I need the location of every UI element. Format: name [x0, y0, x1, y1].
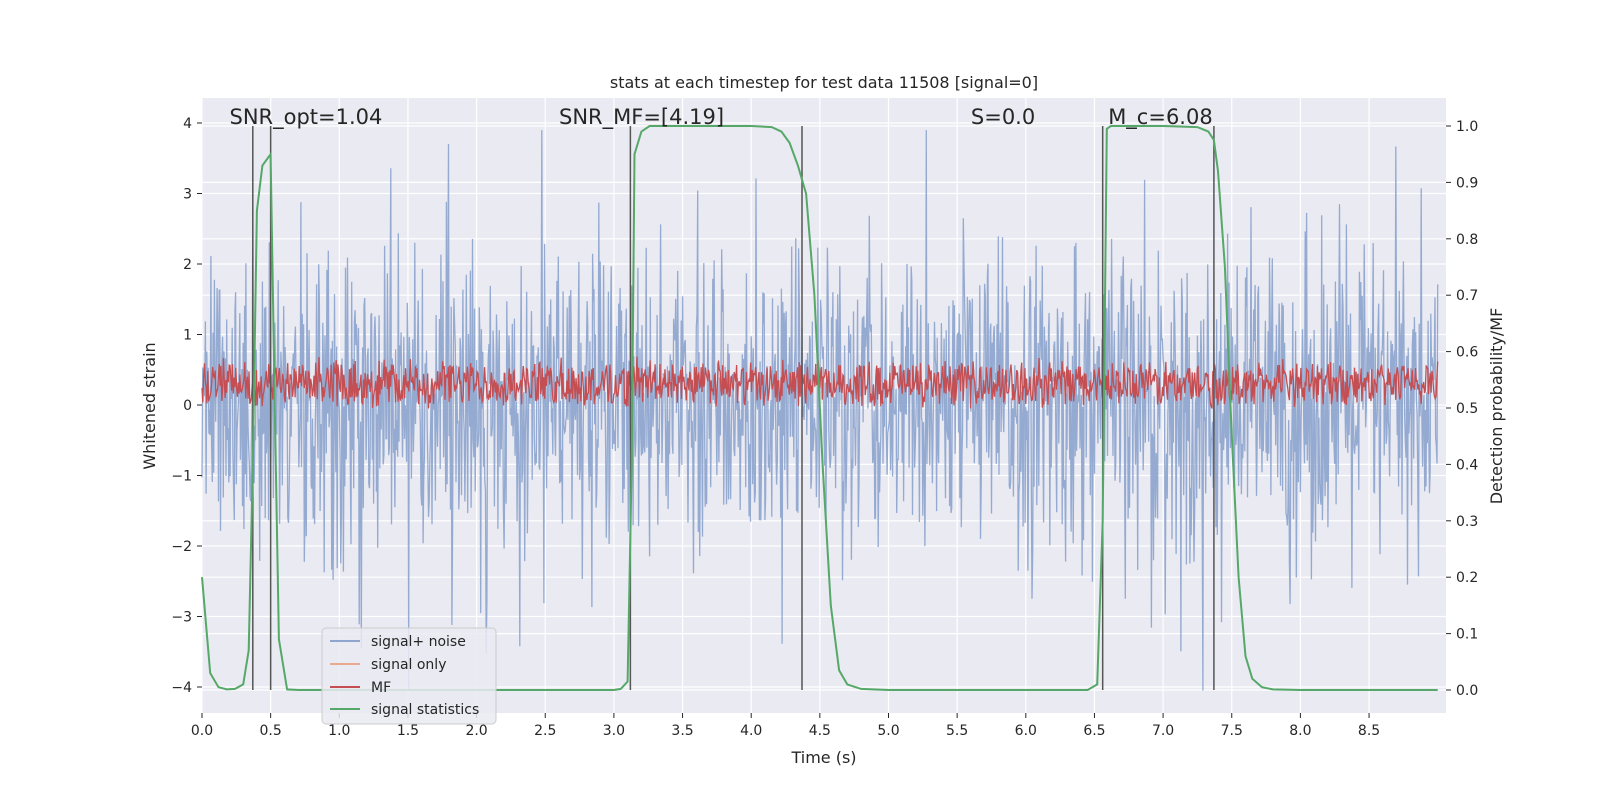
y-tick-label: 1 [183, 328, 192, 344]
y-axis-label: Whitened strain [140, 342, 159, 469]
x-tick-label: 6.5 [1083, 723, 1105, 739]
y2-tick-label: 0.9 [1456, 175, 1478, 191]
annotation-s-value: S=0.0 [971, 105, 1035, 129]
y-tick-label: 2 [183, 257, 192, 273]
x-tick-label: 7.5 [1221, 723, 1243, 739]
x-tick-label: 6.0 [1015, 723, 1037, 739]
y-tick-label: −2 [171, 539, 192, 555]
y2-tick-label: 1.0 [1456, 119, 1478, 135]
x-tick-label: 8.0 [1289, 723, 1311, 739]
y2-tick-label: 0.8 [1456, 232, 1478, 248]
x-tick-label: 4.0 [740, 723, 762, 739]
x-tick-label: 1.0 [328, 723, 350, 739]
y-tick-label: −4 [171, 680, 192, 696]
chart-title: stats at each timestep for test data 115… [610, 73, 1038, 92]
x-tick-label: 4.5 [809, 723, 831, 739]
y2-axis-label: Detection probability/MF [1487, 308, 1506, 505]
legend-label-signal-statistics: signal statistics [371, 702, 479, 718]
x-axis-ticks: 0.0 0.5 1.0 1.5 2.0 2.5 3.0 3.5 4.0 4.5 5.0 5.5 6.0 6… [191, 713, 1380, 739]
x-tick-label: 5.0 [877, 723, 899, 739]
legend-label-signal-only: signal only [371, 657, 446, 673]
x-axis-label: Time (s) [790, 748, 856, 767]
y2-tick-label: 0.5 [1456, 401, 1478, 417]
y-tick-label: 3 [183, 187, 192, 203]
x-tick-label: 0.5 [260, 723, 282, 739]
y-axis-ticks: 4 3 2 1 0 −1 −2 −3 −4 [171, 116, 202, 696]
vertical-markers [252, 126, 1215, 690]
y2-tick-label: 0.0 [1456, 683, 1478, 699]
y2-tick-label: 0.2 [1456, 570, 1478, 586]
x-tick-label: 3.5 [671, 723, 693, 739]
y-tick-label: −3 [171, 610, 192, 626]
annotation-snr-mf: SNR_MF=[4.19] [559, 105, 724, 130]
legend-label-mf: MF [371, 680, 391, 696]
signal-statistics-series [201, 125, 1438, 691]
x-tick-label: 2.0 [465, 723, 487, 739]
signal-statistics-line [201, 125, 1438, 691]
y2-tick-label: 0.1 [1456, 627, 1478, 643]
y2-tick-label: 0.6 [1456, 345, 1478, 361]
y-tick-label: 4 [183, 116, 192, 132]
annotation-snr-opt: SNR_opt=1.04 [230, 105, 383, 130]
x-tick-label: 7.0 [1152, 723, 1174, 739]
x-tick-label: 3.0 [603, 723, 625, 739]
y2-tick-label: 0.4 [1456, 457, 1478, 473]
x-tick-label: 5.5 [946, 723, 968, 739]
legend-box [321, 627, 497, 725]
x-tick-label: 0.0 [191, 723, 213, 739]
legend: signal+ noise signal only MF signal stat… [321, 627, 497, 725]
annotation-mc-value: M_c=6.08 [1108, 105, 1213, 130]
y2-tick-label: 0.7 [1456, 288, 1478, 304]
y-tick-label: 0 [183, 398, 192, 414]
y-tick-label: −1 [171, 469, 192, 485]
y2-tick-label: 0.3 [1456, 514, 1478, 530]
x-tick-label: 8.5 [1358, 723, 1380, 739]
y2-axis-ticks: 1.0 0.9 0.8 0.7 0.6 0.5 0.4 0.3 0.2 0.1 0.0 [1446, 119, 1478, 699]
legend-label-signal-noise: signal+ noise [371, 634, 466, 650]
x-tick-label: 2.5 [534, 723, 556, 739]
x-tick-label: 1.5 [397, 723, 419, 739]
